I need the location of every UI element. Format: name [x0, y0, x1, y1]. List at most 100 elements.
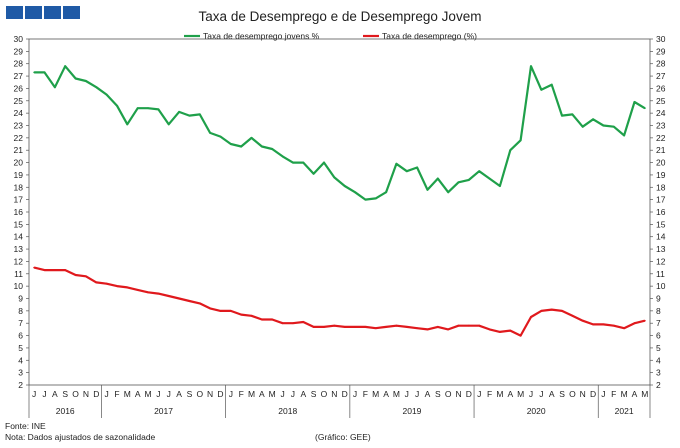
data-point-youth [64, 65, 67, 68]
y-tick-label: 5 [18, 343, 23, 353]
data-point-total [116, 285, 118, 288]
x-tick-label: D [217, 389, 223, 399]
x-tick-label: F [239, 389, 244, 399]
data-point-total [467, 324, 470, 327]
x-tick-label: S [187, 389, 193, 399]
y-tick-label: 14 [14, 232, 24, 242]
data-point-youth [33, 71, 36, 74]
x-tick-label: O [72, 389, 79, 399]
data-point-total [426, 328, 429, 331]
data-point-youth [157, 108, 160, 111]
x-tick-label: N [83, 389, 89, 399]
y-tick-label: 24 [14, 108, 24, 118]
y-tick-label: 3 [18, 368, 23, 378]
data-point-youth [364, 198, 367, 201]
data-point-youth [323, 161, 325, 164]
data-point-youth [478, 170, 481, 173]
x-tick-label: S [311, 389, 317, 399]
data-point-total [260, 318, 263, 321]
data-point-total [95, 281, 98, 284]
y-tick-label-right: 3 [656, 368, 661, 378]
data-point-total [302, 321, 305, 323]
y-tick-label-right: 10 [656, 281, 666, 291]
x-tick-label: N [580, 389, 586, 399]
data-point-youth [592, 118, 594, 121]
data-point-youth [147, 107, 149, 110]
data-point-total [333, 324, 336, 327]
x-tick-label: F [363, 389, 368, 399]
x-tick-label: N [207, 389, 213, 399]
data-point-total [509, 329, 512, 332]
y-tick-label-right: 19 [656, 170, 666, 180]
y-tick-label-right: 15 [656, 219, 666, 229]
data-point-total [250, 314, 253, 317]
y-tick-label: 22 [14, 133, 24, 143]
y-tick-label: 23 [14, 121, 24, 131]
y-tick-label: 13 [14, 244, 24, 254]
chart-legend: Taxa de desemprego jovens % Taxa de dese… [184, 31, 477, 41]
data-point-total [85, 275, 87, 278]
data-point-total [457, 324, 460, 327]
data-point-total [178, 297, 180, 300]
data-point-total [136, 288, 139, 291]
data-point-youth [343, 185, 346, 187]
data-point-youth [457, 181, 460, 184]
data-point-total [436, 326, 439, 328]
data-point-total [633, 322, 636, 325]
x-tick-label: J [539, 389, 543, 399]
data-point-youth [260, 145, 263, 148]
plot-frame [28, 38, 651, 386]
data-point-total [147, 291, 149, 294]
data-point-youth [602, 124, 605, 127]
y-tick-label-right: 24 [656, 108, 666, 118]
year-label: 2017 [154, 406, 173, 416]
y-tick-label: 28 [14, 59, 24, 69]
data-point-youth [292, 161, 294, 164]
data-point-total [74, 274, 77, 276]
data-point-total [571, 314, 574, 317]
data-point-youth [240, 145, 243, 148]
chart-credit: (Gráfico: GEE) [315, 432, 371, 442]
y-tick-label-right: 29 [656, 46, 666, 56]
data-point-total [43, 269, 46, 271]
y-tick-label-right: 22 [656, 133, 666, 143]
x-tick-label: J [42, 389, 46, 399]
data-point-total [405, 326, 408, 328]
y-tick-label-right: 12 [656, 256, 666, 266]
x-tick-label: A [135, 389, 141, 399]
data-point-youth [136, 107, 139, 110]
y-tick-label: 26 [14, 83, 24, 93]
x-tick-label: J [529, 389, 533, 399]
x-tick-label: M [248, 389, 255, 399]
data-point-total [623, 327, 626, 330]
data-point-total [612, 324, 615, 327]
plot-area [33, 65, 646, 337]
data-point-total [530, 316, 532, 318]
series-line-unemployment [33, 266, 646, 337]
x-tick-label: S [435, 389, 441, 399]
y-tick-label: 7 [18, 318, 23, 328]
x-tick-label: J [291, 389, 295, 399]
data-point-total [64, 269, 67, 271]
data-point-youth [271, 148, 274, 150]
data-point-youth [229, 143, 232, 145]
y-tick-label-right: 9 [656, 294, 661, 304]
data-point-youth [633, 101, 636, 103]
data-point-total [447, 328, 450, 331]
x-tick-label: F [487, 389, 492, 399]
data-point-total [188, 300, 191, 302]
data-point-total [416, 327, 419, 330]
x-tick-label: D [590, 389, 596, 399]
data-point-youth [540, 88, 543, 91]
x-tick-label: A [425, 389, 431, 399]
data-point-youth [126, 123, 129, 126]
data-point-total [281, 322, 284, 325]
x-tick-label: M [144, 389, 151, 399]
x-tick-label: J [105, 389, 109, 399]
data-point-youth [281, 155, 284, 158]
x-tick-label: O [445, 389, 452, 399]
y-tick-label-right: 25 [656, 96, 666, 106]
data-point-youth [467, 178, 470, 181]
x-tick-label: A [549, 389, 555, 399]
data-point-total [499, 330, 501, 333]
